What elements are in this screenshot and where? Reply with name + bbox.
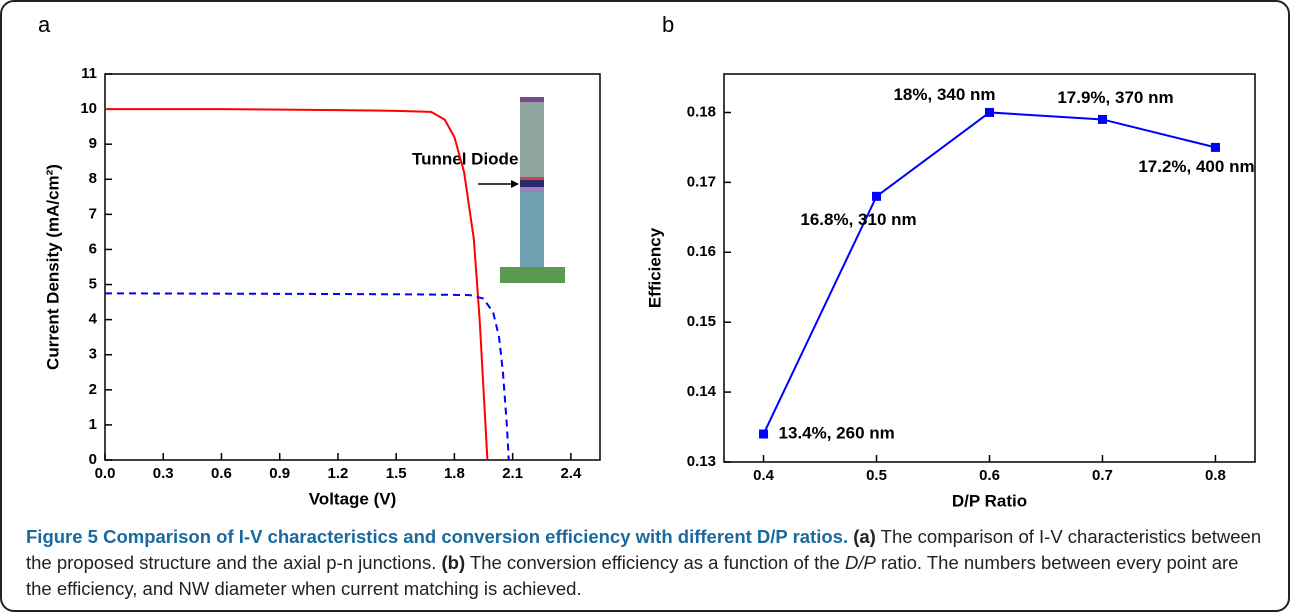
y-tick-label: 10 [80, 100, 97, 117]
caption-segment: The comparison of I-V characteristics be… [26, 526, 1267, 573]
x-tick-label: 0.4 [753, 467, 775, 484]
caption-segment: (a) [853, 526, 876, 547]
x-tick-label: 0.6 [979, 467, 1000, 484]
y-tick-label: 3 [89, 346, 97, 363]
x-tick-label: 1.2 [328, 465, 349, 482]
y-tick-label: 0 [89, 451, 97, 468]
x-tick-label: 0.9 [269, 465, 290, 482]
series-line [104, 292, 510, 461]
x-tick-label: 1.8 [444, 465, 465, 482]
y-tick-label: 8 [89, 170, 97, 187]
y-tick-label: 0.13 [687, 453, 716, 470]
point [759, 429, 769, 439]
x-tick-label: 2.1 [502, 465, 523, 482]
caption-segment: The conversion efficiency as a function … [465, 552, 845, 573]
plot-frame [104, 73, 601, 461]
x-tick-label: 0.3 [153, 465, 174, 482]
y-tick-label: 7 [89, 205, 97, 222]
caption-segment: ratio. The numbers between every point a… [26, 552, 1244, 599]
x-tick-label: 2.4 [560, 465, 582, 482]
y-tick-label: 0.18 [687, 103, 716, 120]
point [1097, 114, 1107, 124]
series-line [105, 108, 489, 461]
data-label: 18%, 340 nm [893, 85, 995, 104]
y-tick-label: 5 [89, 276, 97, 293]
caption-segment: (b) [441, 552, 466, 573]
caption: Figure 5 Comparison of I-V characteristi… [26, 524, 1266, 602]
y-tick-label: 1 [89, 416, 97, 433]
x-tick-label: 0.0 [95, 465, 116, 482]
x-tick-label: 1.5 [386, 465, 407, 482]
x-axis-label: D/P Ratio [952, 491, 1027, 510]
y-tick-label: 0.14 [687, 383, 717, 400]
x-tick-label: 0.5 [866, 467, 887, 484]
data-label: 17.9%, 370 nm [1057, 88, 1173, 107]
charts: a 0.0 0.3 0.6 0.9 1.2 1.5 1.8 2.1 2.4 0 1 2 3 4 5 6 7 8 9 10… [38, 12, 1256, 510]
y-tick-label: 6 [89, 240, 97, 257]
point [985, 107, 994, 117]
x-tick-label: 0.8 [1205, 467, 1226, 484]
y-tick-label: 0.17 [687, 173, 716, 190]
caption-segment: D/P [844, 552, 876, 573]
y-tick-label: 0.16 [687, 243, 716, 260]
point [1210, 142, 1220, 152]
y-tick-label: 9 [89, 135, 97, 152]
x-axis-label: Voltage (V) [309, 489, 397, 508]
annotation: Tunnel Diode [412, 149, 518, 168]
y-tick-label: 0.15 [687, 313, 716, 330]
x-tick-label: 0.7 [1092, 467, 1113, 484]
panel-label: a [38, 12, 51, 37]
x-tick-label: 0.6 [211, 465, 232, 482]
y-axis-label: Efficiency [645, 227, 664, 308]
data-label: 17.2%, 400 nm [1138, 157, 1254, 176]
point [872, 191, 882, 201]
plot-frame [723, 73, 1256, 463]
y-tick-label: 4 [89, 311, 98, 328]
inset-structure [478, 97, 565, 283]
y-tick-label: 2 [89, 381, 97, 398]
panel-label: b [662, 12, 674, 37]
data-label: 16.8%, 310 nm [800, 210, 916, 229]
data-label: 13.4%, 260 nm [779, 424, 895, 443]
y-tick-label: 11 [81, 65, 97, 82]
caption-segment: Figure 5 Comparison of I-V characteristi… [26, 526, 854, 547]
y-axis-label: Current Density (mA/cm²) [43, 164, 62, 370]
